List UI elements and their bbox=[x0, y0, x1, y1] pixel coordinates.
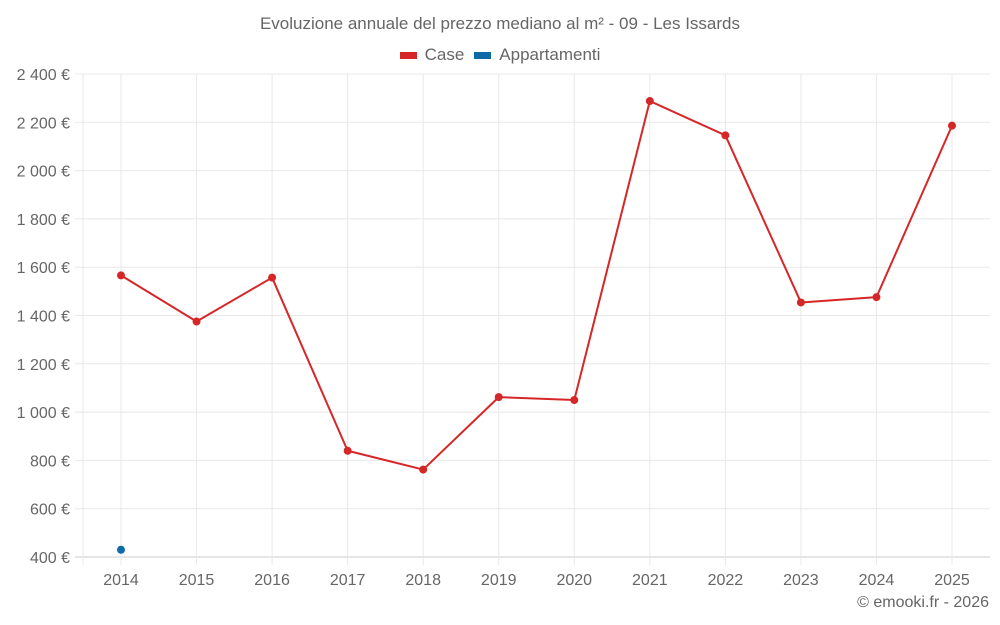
x-tick-label: 2025 bbox=[934, 572, 970, 589]
y-tick-label: 800 € bbox=[30, 453, 70, 470]
data-point-case bbox=[872, 293, 881, 302]
y-tick-label: 1 000 € bbox=[17, 405, 70, 422]
legend-label-appartamenti: Appartamenti bbox=[499, 45, 601, 64]
data-point-case bbox=[192, 317, 201, 326]
y-tick-label: 400 € bbox=[30, 550, 70, 567]
x-tick-label: 2024 bbox=[859, 572, 895, 589]
data-point-case bbox=[494, 393, 503, 402]
legend-label-case: Case bbox=[424, 45, 465, 64]
y-tick-label: 1 800 € bbox=[17, 212, 70, 229]
data-point-case bbox=[117, 271, 125, 280]
data-point-appartamenti bbox=[117, 545, 125, 554]
x-tick-label: 2015 bbox=[179, 572, 215, 589]
data-series bbox=[117, 97, 956, 554]
legend-item-appartamenti[interactable]: Appartamenti bbox=[474, 45, 600, 65]
legend-item-case[interactable]: Case bbox=[399, 45, 465, 65]
y-tick-label: 2 200 € bbox=[17, 115, 70, 132]
x-tick-label: 2023 bbox=[783, 572, 819, 589]
y-tick-label: 1 400 € bbox=[17, 309, 70, 326]
x-tick-label: 2019 bbox=[481, 572, 517, 589]
chart-legend: Case Appartamenti bbox=[0, 45, 1000, 65]
data-point-case bbox=[268, 273, 277, 282]
y-tick-label: 2 400 € bbox=[17, 67, 70, 84]
copyright-credit: © emooki.fr - 2026 bbox=[857, 594, 989, 611]
data-point-case bbox=[948, 121, 956, 130]
legend-swatch-appartamenti-icon bbox=[474, 51, 492, 59]
data-point-case bbox=[419, 465, 428, 474]
x-tick-label: 2021 bbox=[632, 572, 668, 589]
y-tick-label: 1 200 € bbox=[17, 357, 70, 374]
x-tick-label: 2017 bbox=[330, 572, 366, 589]
data-point-case bbox=[570, 396, 579, 405]
chart-title: Evoluzione annuale del prezzo mediano al… bbox=[259, 14, 741, 33]
x-tick-label: 2020 bbox=[556, 572, 592, 589]
data-point-case bbox=[796, 298, 805, 307]
y-tick-label: 600 € bbox=[30, 502, 70, 519]
grid-lines bbox=[75, 73, 990, 565]
x-tick-label: 2018 bbox=[405, 572, 441, 589]
x-axis: 2014 2015 2016 2017 2018 2019 2020 2021 2022 2023… bbox=[103, 572, 970, 589]
x-tick-label: 2014 bbox=[103, 572, 139, 589]
y-tick-label: 1 600 € bbox=[17, 260, 70, 277]
data-point-case bbox=[343, 446, 352, 455]
y-tick-label: 2 000 € bbox=[17, 164, 70, 181]
data-point-case bbox=[721, 131, 730, 140]
data-point-case bbox=[645, 97, 654, 106]
y-axis: 400 € 600 € 800 € 1 000 € 1 200 € 1 400 € 1 60… bbox=[17, 67, 70, 567]
series-line-case bbox=[120, 100, 953, 471]
legend-swatch-case-icon bbox=[399, 51, 417, 59]
x-tick-label: 2022 bbox=[708, 572, 744, 589]
x-tick-label: 2016 bbox=[254, 572, 290, 589]
